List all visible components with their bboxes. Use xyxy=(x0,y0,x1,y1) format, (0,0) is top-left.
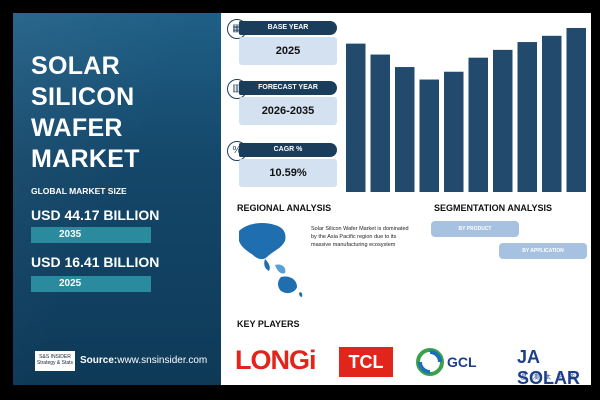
segment-by-application[interactable]: BY APPLICATION xyxy=(499,243,587,259)
chart-bar xyxy=(370,54,390,192)
chart-bar xyxy=(542,35,562,192)
year-badge-2035: 2035 xyxy=(31,227,151,243)
base-year-label: BASE YEAR xyxy=(239,21,337,35)
page-title: SOLAR SILICON WAFER MARKET xyxy=(31,52,140,173)
infographic: SOLAR SILICON WAFER MARKET GLOBAL MARKET… xyxy=(13,13,591,385)
chart-bar xyxy=(468,57,488,192)
chart-bar xyxy=(517,42,537,192)
regional-title: REGIONAL ANALYSIS xyxy=(237,203,332,213)
gcl-logo: GCL xyxy=(447,354,477,370)
chart-bar xyxy=(419,79,439,192)
bar-chart xyxy=(346,28,586,192)
company-logo: S&S INSIDER Strategy & Stats xyxy=(35,351,75,371)
chart-bar xyxy=(566,28,586,192)
key-players-logos: LONGi TCL GCL JA SOLAR 晶澳太阳能 xyxy=(235,345,591,385)
ja-solar-logo: JA SOLAR xyxy=(517,347,580,385)
base-year-value: 2025 xyxy=(239,37,337,65)
gcl-emblem-icon xyxy=(416,348,444,376)
chart-bar xyxy=(395,67,415,192)
regional-description: Solar Silicon Wafer Market is dominated … xyxy=(311,226,409,248)
source-text: Source:www.snsinsider.com xyxy=(80,355,207,366)
source-label: Source: xyxy=(80,355,118,366)
chart-bar xyxy=(346,43,366,192)
tcl-logo: TCL xyxy=(339,347,393,377)
segmentation-title: SEGMENTATION ANALYSIS xyxy=(434,203,553,213)
market-value-2035: USD 44.17 BILLION xyxy=(31,207,160,223)
forecast-year-value: 2026-2035 xyxy=(239,97,337,125)
year-badge-2025: 2025 xyxy=(31,276,151,292)
ja-solar-chinese-name: 晶澳太阳能 xyxy=(521,375,582,381)
source-url[interactable]: www.snsinsider.com xyxy=(117,355,208,366)
forecast-year-label: FORECAST YEAR xyxy=(239,81,337,95)
cagr-value: 10.59% xyxy=(239,159,337,187)
market-value-2025: USD 16.41 BILLION xyxy=(31,254,160,270)
asia-pacific-map xyxy=(239,223,303,297)
left-panel: SOLAR SILICON WAFER MARKET GLOBAL MARKET… xyxy=(13,13,221,385)
chart-bar xyxy=(493,49,513,192)
market-size-label: GLOBAL MARKET SIZE xyxy=(31,186,127,196)
cagr-label: CAGR % xyxy=(239,143,337,157)
segment-by-product[interactable]: BY PRODUCT xyxy=(431,221,519,237)
chart-bar xyxy=(444,71,464,192)
key-players-title: KEY PLAYERS xyxy=(237,319,300,329)
longi-logo: LONGi xyxy=(235,345,316,375)
